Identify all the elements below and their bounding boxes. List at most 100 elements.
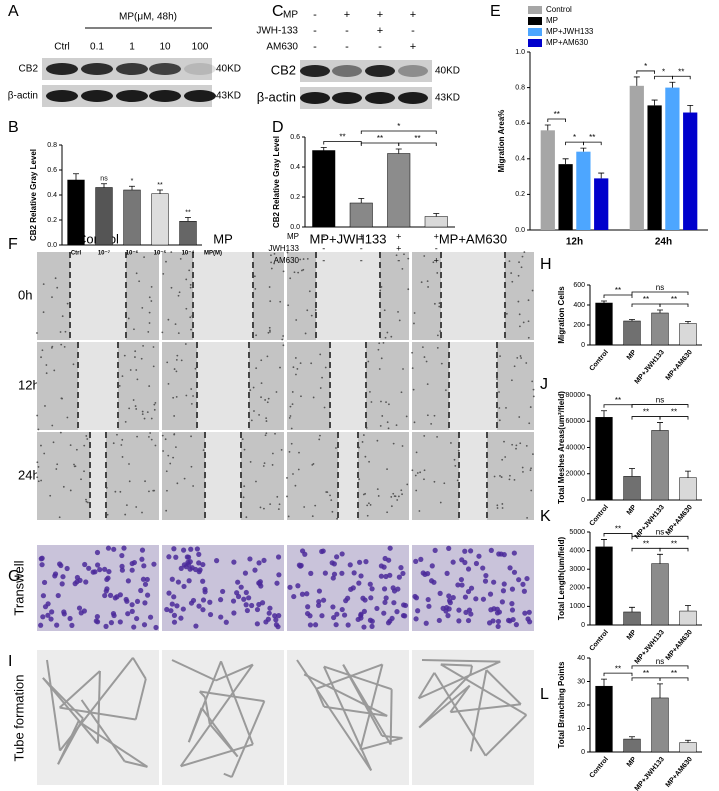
cell-dot xyxy=(37,480,40,483)
significance-bracket xyxy=(631,535,689,540)
cell-dot xyxy=(427,286,429,288)
cell-dot xyxy=(493,475,496,478)
y-tick-label: 600 xyxy=(573,282,585,289)
cell-dot xyxy=(501,458,504,461)
cell-dot xyxy=(454,465,457,467)
cell-dot xyxy=(135,408,138,410)
cell-dot xyxy=(443,482,446,485)
stained-cell xyxy=(316,602,322,608)
cell-dot xyxy=(265,420,268,422)
error-bar xyxy=(129,185,135,190)
blot-band xyxy=(184,63,216,75)
cell-dot xyxy=(245,516,248,519)
significance-label: ** xyxy=(615,664,621,673)
cell-dot xyxy=(405,415,408,418)
cell-dot xyxy=(176,482,179,485)
cell-dot xyxy=(306,309,309,312)
stained-cell xyxy=(175,579,182,585)
stained-cell xyxy=(231,559,237,565)
panel-letter: C xyxy=(272,3,284,20)
significance-bracket xyxy=(603,672,633,677)
cell-dot xyxy=(292,366,295,369)
bar xyxy=(594,178,609,230)
stained-cell xyxy=(488,547,494,554)
cell-dot xyxy=(166,361,169,364)
y-tick-label: 0 xyxy=(581,342,585,349)
x-tick-label: MP+JWH133 xyxy=(634,349,666,386)
cell-dot xyxy=(430,422,433,425)
stained-cell xyxy=(200,561,206,568)
cell-dot xyxy=(119,490,122,493)
cell-dot xyxy=(73,463,75,466)
bar xyxy=(623,476,641,501)
cell-dot xyxy=(496,504,499,507)
error-bar xyxy=(657,683,663,698)
cell-dot xyxy=(291,391,294,393)
cell-dot xyxy=(498,407,501,409)
legend-label: MP+JWH133 xyxy=(546,27,594,36)
y-tick-label: 10 xyxy=(577,725,585,732)
stained-cell xyxy=(521,588,527,594)
stained-cell xyxy=(413,616,419,622)
stained-cell xyxy=(188,546,194,552)
tube-image xyxy=(162,650,284,785)
error-bar xyxy=(669,81,676,88)
stained-cell xyxy=(141,622,148,628)
cell-dot xyxy=(135,506,138,508)
cell-dot xyxy=(319,387,322,389)
cell-dot xyxy=(504,456,507,458)
wound-gap xyxy=(330,342,366,430)
stained-cell xyxy=(304,610,311,617)
cell-dot xyxy=(411,367,414,370)
cell-dot xyxy=(527,320,530,323)
blot-band xyxy=(398,65,428,77)
cell-dot xyxy=(395,254,398,257)
cell-dot xyxy=(521,255,524,258)
stained-cell xyxy=(45,612,51,618)
significance-label: ** xyxy=(157,182,163,189)
cell-dot xyxy=(444,389,447,392)
bar xyxy=(623,320,641,346)
cell-dot xyxy=(498,419,501,422)
cell-dot xyxy=(278,503,281,506)
stained-cell xyxy=(361,608,367,615)
cell-dot xyxy=(318,438,321,441)
treatment-label: MP(μM, 48h) xyxy=(119,12,177,23)
band-name: β-actin xyxy=(257,89,296,104)
cell-dot xyxy=(303,506,306,508)
panel-letter: K xyxy=(540,508,551,525)
cell-dot xyxy=(293,271,296,274)
cell-dot xyxy=(270,254,272,257)
y-tick-label: 20000 xyxy=(566,471,586,478)
wound-gap xyxy=(338,432,358,520)
bar xyxy=(665,87,680,230)
stained-cell xyxy=(93,618,99,624)
cell-dot xyxy=(288,417,291,419)
cell-dot xyxy=(382,341,385,344)
stained-cell xyxy=(119,567,125,573)
bar xyxy=(95,187,113,246)
cell-dot xyxy=(306,257,309,260)
cell-dot xyxy=(148,311,151,314)
stained-cell xyxy=(267,605,273,611)
tube-segment xyxy=(469,665,474,675)
cell-dot xyxy=(294,357,297,359)
stained-cell xyxy=(78,610,84,616)
error-bar xyxy=(657,553,663,564)
significance-label: ns xyxy=(656,527,664,536)
stained-cell xyxy=(196,551,202,557)
cell-dot xyxy=(112,442,115,445)
cell-dot xyxy=(276,495,279,498)
stained-cell xyxy=(465,617,472,624)
error-bar xyxy=(433,213,440,217)
stained-cell xyxy=(235,579,241,585)
stained-cell xyxy=(256,580,262,586)
cell-dot xyxy=(496,378,498,380)
blot-band xyxy=(116,90,148,102)
error-bar xyxy=(185,217,191,222)
cell-dot xyxy=(264,434,267,437)
cell-dot xyxy=(392,492,395,495)
cell-dot xyxy=(378,368,381,370)
cell-dot xyxy=(403,253,405,256)
stained-cell xyxy=(254,606,261,613)
